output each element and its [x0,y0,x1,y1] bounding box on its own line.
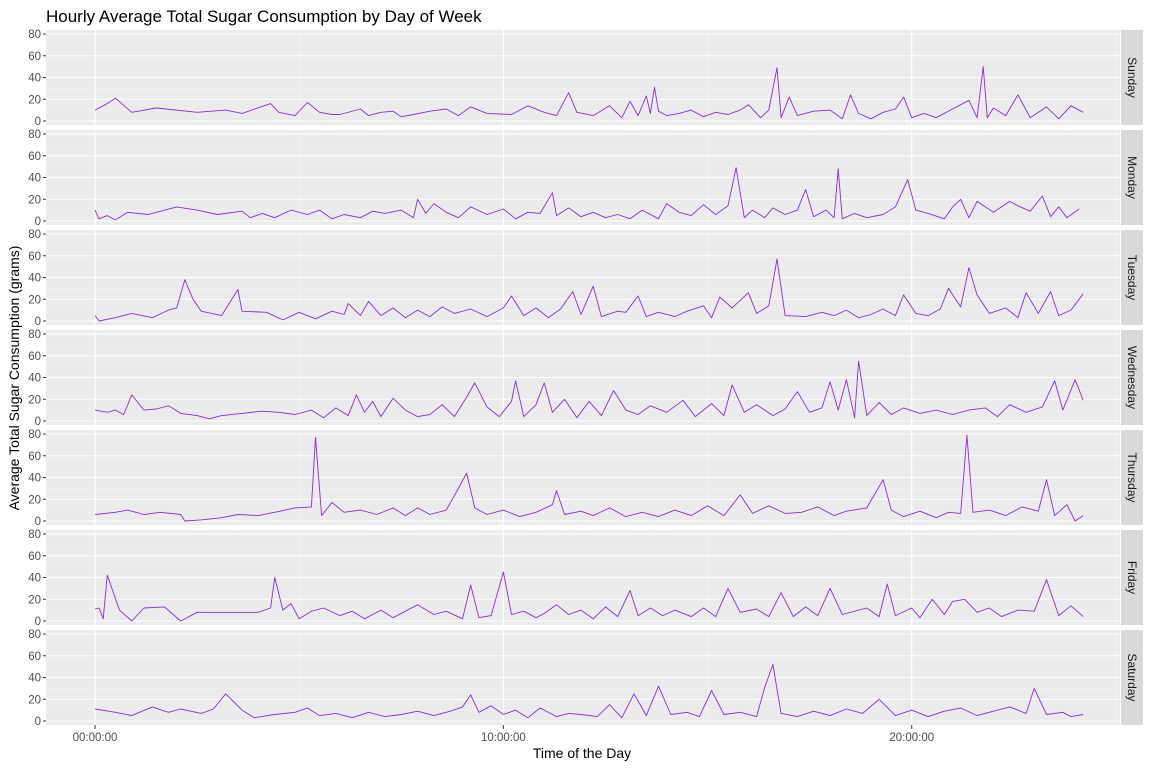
facet-strip-label: Tuesday [1125,255,1139,301]
y-tick-label: 80 [28,129,41,141]
y-tick-label: 40 [28,273,41,285]
x-axis-title: Time of the Day [533,745,631,761]
y-tick-label: 60 [28,451,41,463]
facet-strip [1121,130,1143,225]
series-line-tuesday [94,258,1084,322]
y-tick-label: 20 [28,394,41,406]
y-tick-label: 40 [28,373,41,385]
y-tick-label: 20 [28,594,41,606]
y-tick-label: 0 [35,316,41,328]
facet-strip-label: Thursday [1125,452,1139,502]
y-tick-label: 80 [28,229,41,241]
y-tick-label: 0 [35,716,41,728]
facet-panel-tuesday: 0 20 40 60 80 Tuesday [28,229,1143,328]
y-tick-label: 40 [28,73,41,85]
facet-panel-thursday: 0 20 40 60 80 Thursday [28,429,1143,528]
facet-panels: 0 20 40 60 80 Sunday 0 20 40 60 80 Monday 0 20 40 60 80 T… [28,29,1143,728]
y-tick-label: 60 [28,551,41,563]
facet-strip [1121,330,1143,425]
y-tick-label: 60 [28,151,41,163]
y-tick-label: 40 [28,573,41,585]
facet-strip [1121,30,1143,125]
facet-strip [1121,430,1143,525]
series-line-sunday [94,66,1084,120]
facet-panel-friday: 0 20 40 60 80 Friday [28,529,1143,628]
y-tick-label: 40 [28,173,41,185]
y-tick-label: 0 [35,616,41,628]
facet-strip [1121,530,1143,625]
facet-strip [1121,230,1143,325]
facet-panel-wednesday: 0 20 40 60 80 Wednesday [28,329,1143,428]
y-tick-label: 40 [28,473,41,485]
y-tick-label: 80 [28,429,41,441]
series-line-saturday [94,664,1084,719]
series-line-wednesday [94,360,1084,420]
x-tick-label: 10:00:00 [481,732,526,744]
y-tick-label: 0 [35,116,41,128]
x-tick-label: 20:00:00 [889,732,934,744]
y-axis-title: Average Total Sugar Consumption (grams) [6,246,22,511]
y-tick-label: 20 [28,694,41,706]
y-tick-label: 0 [35,216,41,228]
y-tick-label: 0 [35,516,41,528]
facet-strip [1121,630,1143,725]
series-line-monday [94,167,1080,221]
y-tick-label: 80 [28,29,41,41]
y-tick-label: 60 [28,351,41,363]
y-tick-label: 20 [28,494,41,506]
facet-panel-saturday: 0 20 40 60 80 Saturday [28,629,1143,728]
y-tick-label: 0 [35,416,41,428]
facet-panel-monday: 0 20 40 60 80 Monday [28,129,1143,228]
series-line-friday [94,571,1084,622]
facet-strip-label: Friday [1125,561,1139,594]
y-tick-label: 80 [28,329,41,341]
series-line-thursday [94,434,1084,522]
facet-strip-label: Saturday [1125,653,1139,701]
y-tick-label: 60 [28,251,41,263]
facet-strip-label: Monday [1125,156,1139,199]
y-tick-label: 80 [28,629,41,641]
x-axis: 00:00:00 10:00:00 20:00:00 [73,725,934,744]
x-tick-label: 00:00:00 [73,732,118,744]
facet-strip-label: Wednesday [1125,346,1139,409]
y-tick-label: 40 [28,673,41,685]
y-tick-label: 20 [28,294,41,306]
y-tick-label: 80 [28,529,41,541]
y-tick-label: 20 [28,94,41,106]
y-tick-label: 20 [28,194,41,206]
y-tick-label: 60 [28,51,41,63]
chart-title: Hourly Average Total Sugar Consumption b… [46,7,482,26]
facet-strip-label: Sunday [1125,57,1139,98]
facet-panel-sunday: 0 20 40 60 80 Sunday [28,29,1143,128]
y-tick-label: 60 [28,651,41,663]
